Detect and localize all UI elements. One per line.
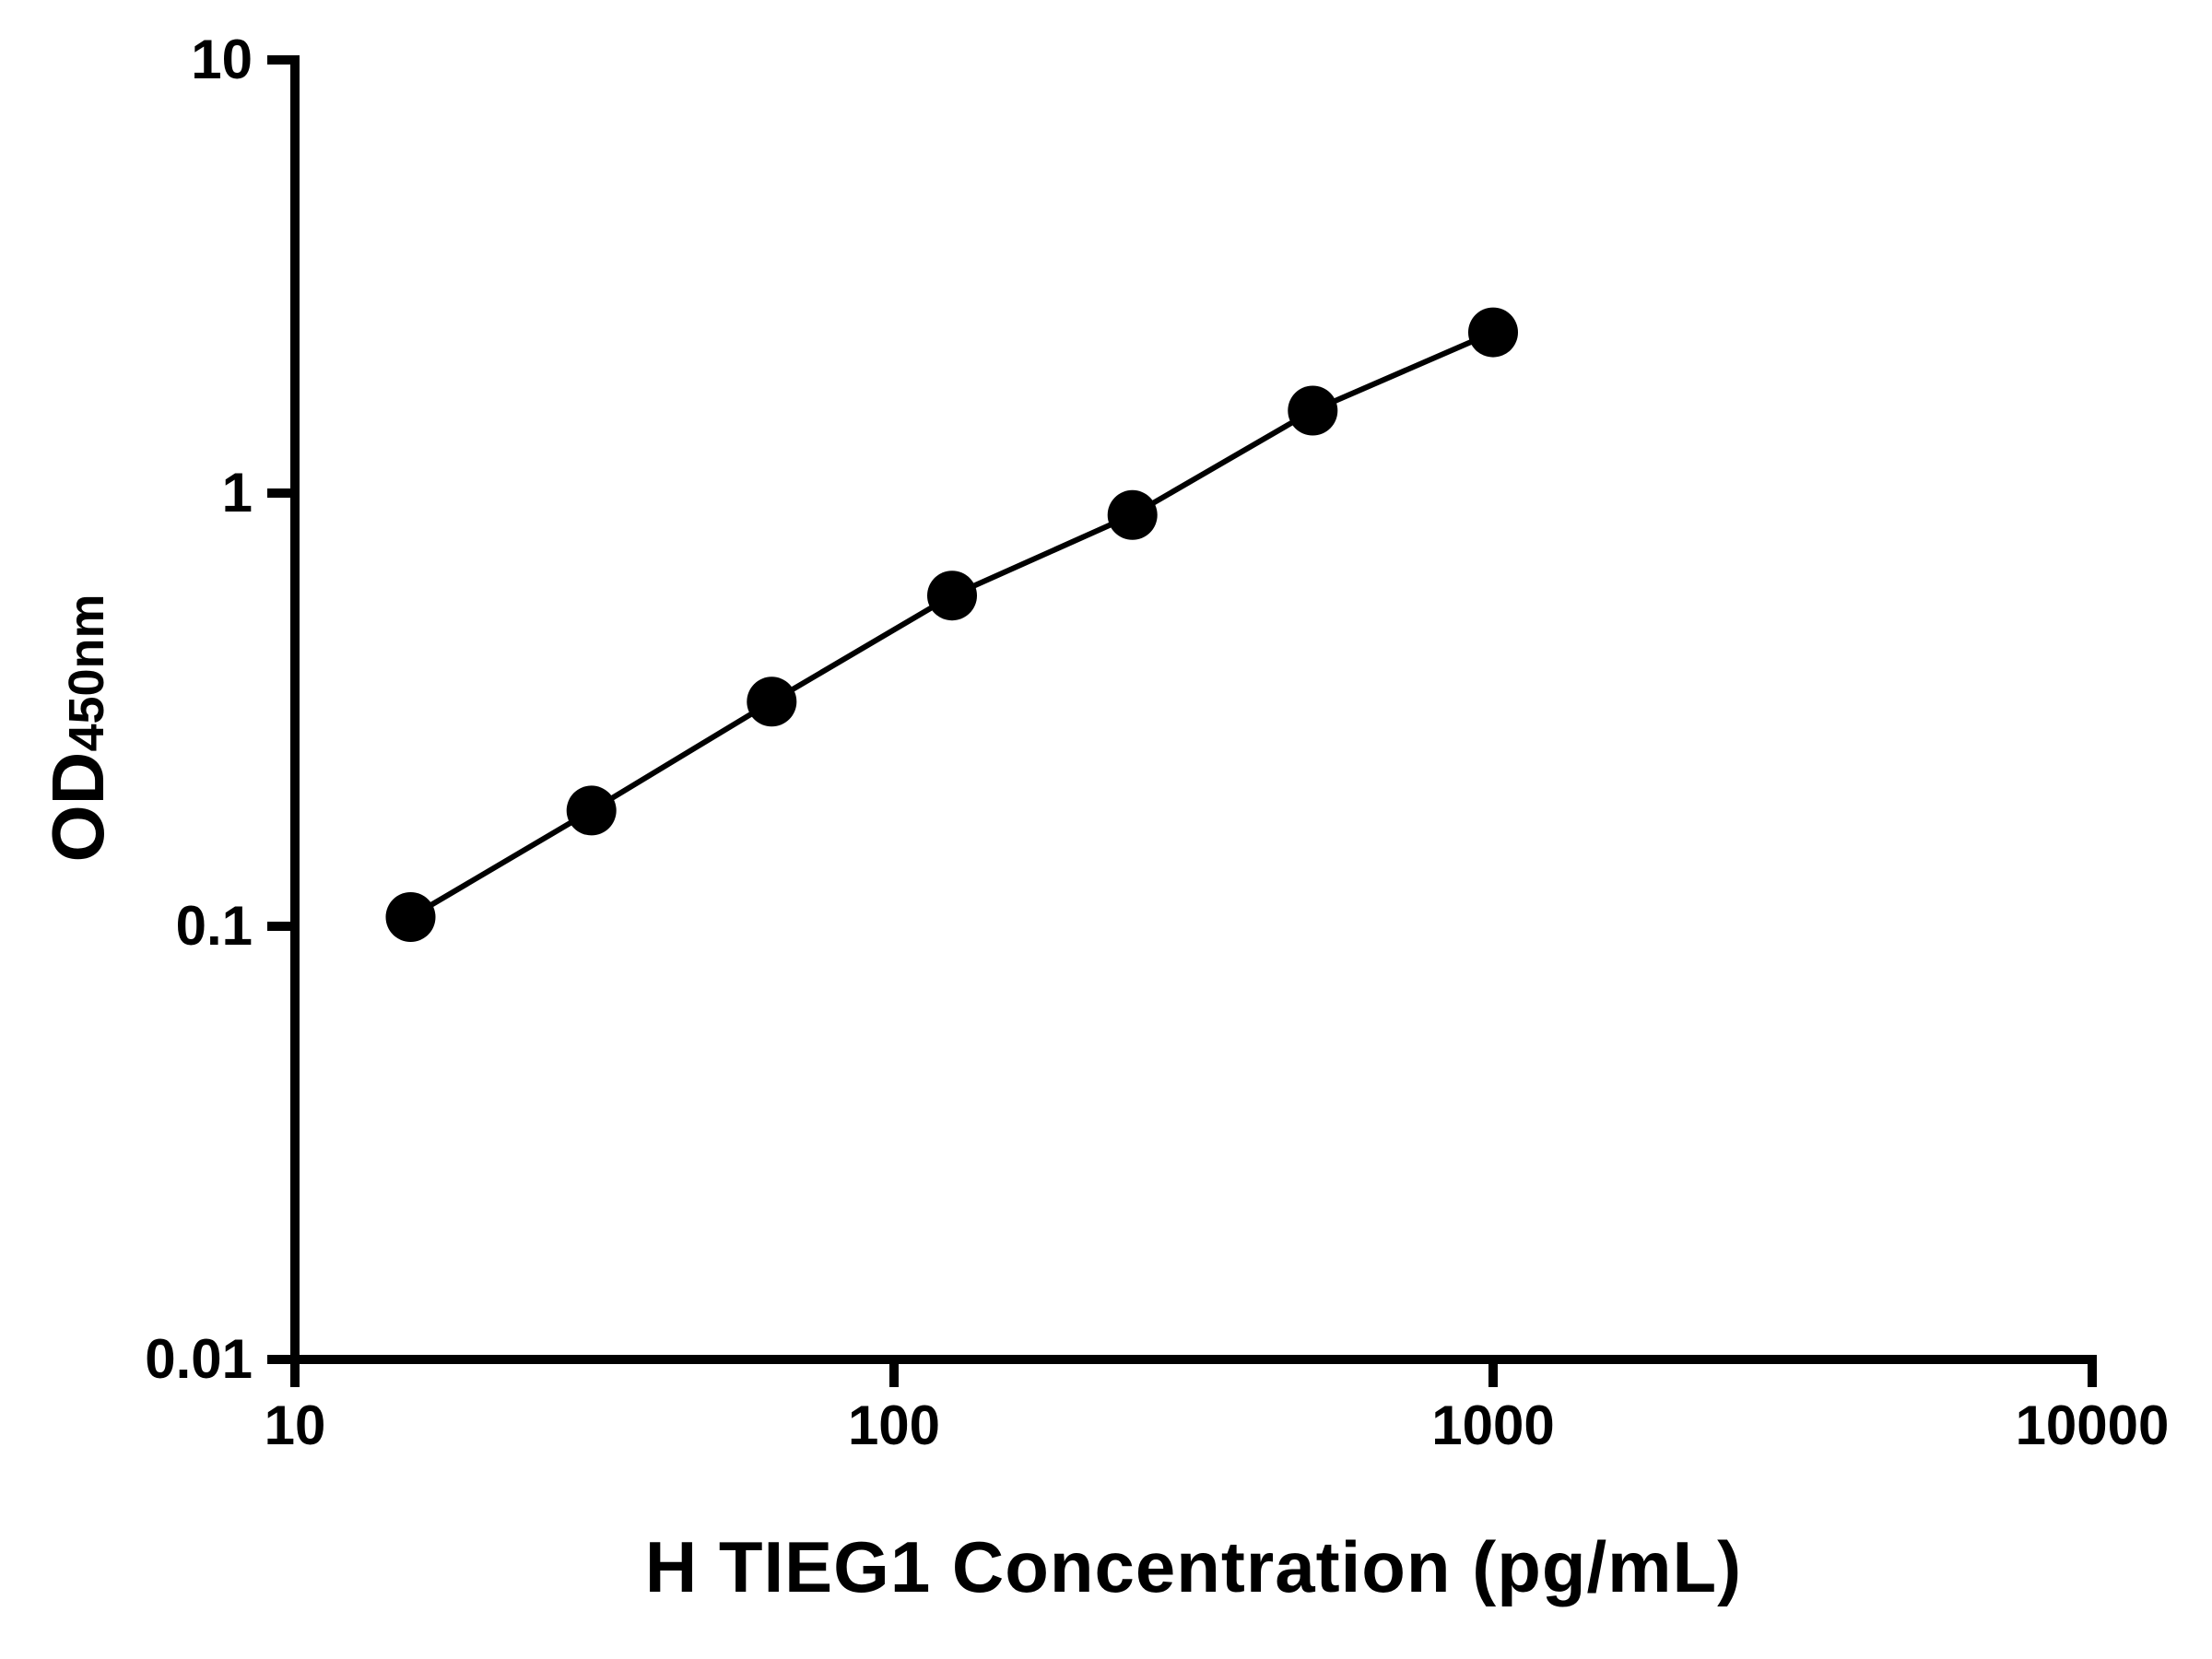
- y-tick-label: 0.01: [145, 1328, 253, 1390]
- y-tick-label: 1: [222, 462, 253, 524]
- x-axis-title: H TIEG1 Concentration (pg/mL): [644, 1526, 1743, 1607]
- x-tick-label: 100: [848, 1394, 940, 1456]
- data-point: [385, 892, 436, 942]
- y-tick-label: 0.1: [176, 895, 253, 957]
- axes: [290, 55, 2097, 1364]
- data-point: [1288, 385, 1338, 436]
- data-point: [1468, 307, 1518, 358]
- y-axis-title: OD450nm: [36, 594, 121, 862]
- y-axis-title-sub: 450nm: [59, 594, 114, 752]
- data-point: [1107, 489, 1158, 540]
- x-tick-label: 10000: [2016, 1394, 2170, 1456]
- data-point: [747, 677, 797, 727]
- data-point: [927, 571, 977, 621]
- data-point: [566, 785, 617, 836]
- y-tick-label: 10: [191, 29, 253, 90]
- x-tick-label: 1000: [1431, 1394, 1554, 1456]
- data-points: [385, 307, 1518, 942]
- x-tick-label: 10: [265, 1394, 326, 1456]
- y-axis-title-main: OD: [37, 751, 119, 863]
- x-axis-ticks: 10 100 1000 10000: [265, 1359, 2170, 1456]
- y-axis-ticks: 0.01 0.1 1 10: [145, 29, 295, 1390]
